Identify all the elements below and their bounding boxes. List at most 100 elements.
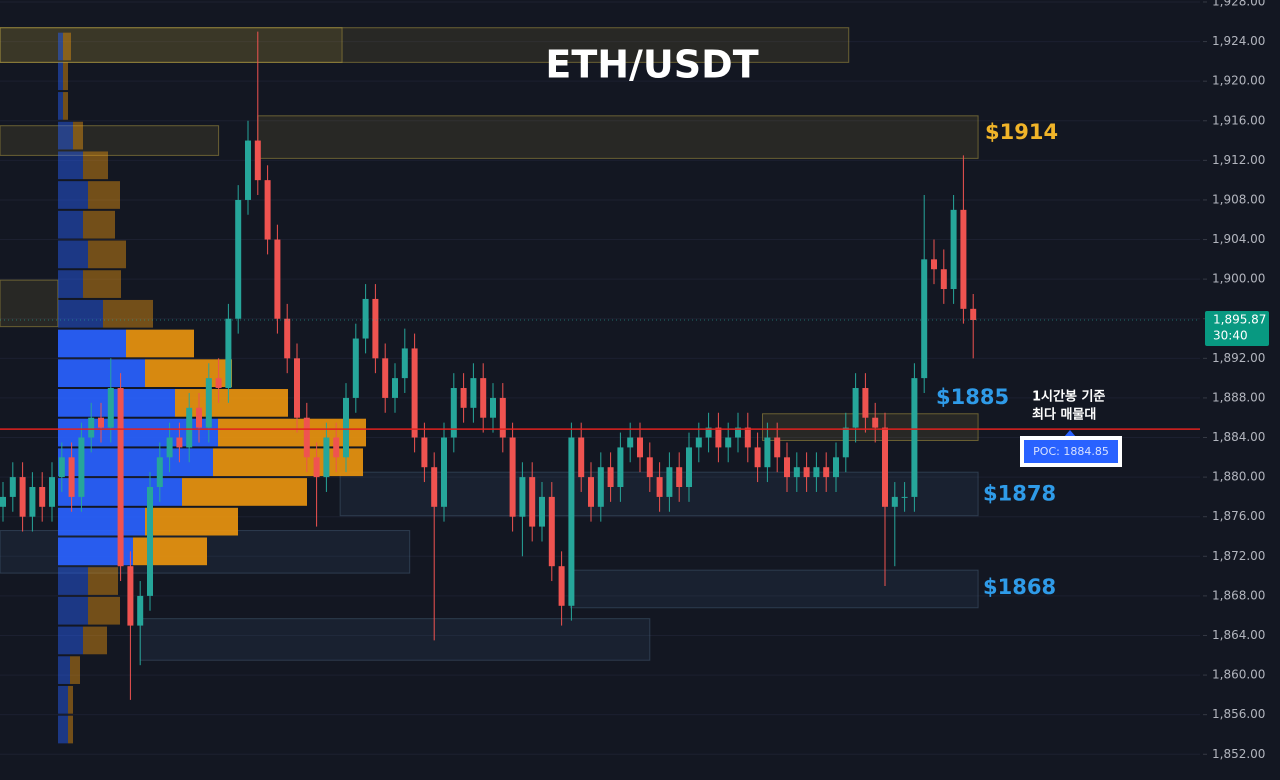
candle-body xyxy=(588,477,594,507)
candle-body xyxy=(823,467,830,478)
profile-sell xyxy=(63,92,68,120)
candle-body xyxy=(127,566,134,626)
candle-body xyxy=(950,209,957,290)
profile-buy xyxy=(58,507,145,536)
candle-body xyxy=(343,397,349,458)
candle-body xyxy=(970,308,977,321)
profile-sell xyxy=(63,32,71,61)
candle-body xyxy=(29,487,36,517)
candle-body xyxy=(852,388,859,428)
candle-body xyxy=(735,427,741,438)
candle-body xyxy=(186,407,193,448)
profile-sell xyxy=(83,270,121,298)
candle-body xyxy=(147,487,153,596)
y-tick-label: 1,912.00 xyxy=(1212,153,1265,167)
candle-body xyxy=(558,566,565,606)
candle-body xyxy=(39,487,46,507)
last-price-tag xyxy=(1205,311,1269,347)
candle-body xyxy=(921,259,928,379)
zone xyxy=(257,115,979,159)
y-tick-label: 1,908.00 xyxy=(1212,192,1265,206)
candle-body xyxy=(548,496,555,567)
candle-body xyxy=(509,437,516,517)
candle-body xyxy=(0,496,6,507)
candle-body xyxy=(49,477,55,507)
candle-body xyxy=(264,180,271,240)
profile-sell xyxy=(83,151,108,180)
candle-body xyxy=(774,437,781,458)
candle-body xyxy=(764,437,771,468)
profile-buy xyxy=(58,92,63,120)
profile-buy xyxy=(58,240,88,269)
profile-buy xyxy=(58,685,68,714)
profile-buy xyxy=(58,270,83,298)
candle-body xyxy=(490,397,496,418)
y-tick-label: 1,860.00 xyxy=(1212,668,1265,682)
candle-body xyxy=(254,140,261,181)
y-tick-label: 1,872.00 xyxy=(1212,549,1265,563)
profile-sell xyxy=(218,418,366,447)
profile-sell xyxy=(88,240,126,269)
candle-body xyxy=(813,467,820,478)
profile-buy xyxy=(58,151,83,180)
candle-body xyxy=(274,239,281,319)
candle-body xyxy=(303,417,310,458)
zone xyxy=(0,125,220,156)
candle-body xyxy=(166,437,173,458)
y-tick-label: 1,864.00 xyxy=(1212,628,1265,642)
zone xyxy=(569,569,979,609)
profile-sell xyxy=(103,299,153,328)
candle-body xyxy=(460,388,467,408)
candle-body xyxy=(568,437,575,606)
y-tick-label: 1,856.00 xyxy=(1212,707,1265,721)
candle-body xyxy=(382,358,389,398)
candle-body xyxy=(872,417,879,428)
candle-body xyxy=(362,298,369,339)
profile-buy xyxy=(58,299,103,328)
candle-body xyxy=(646,457,653,478)
candle-body xyxy=(715,427,722,448)
poc-box xyxy=(1024,440,1118,463)
candle-body xyxy=(284,318,291,359)
volume-profile xyxy=(58,32,366,744)
candle-body xyxy=(88,417,95,438)
profile-sell xyxy=(63,62,68,91)
profile-sell xyxy=(126,329,194,358)
zone xyxy=(762,413,979,441)
candle-body xyxy=(627,437,634,448)
profile-sell xyxy=(175,389,288,417)
candle-body xyxy=(744,427,751,448)
profile-buy xyxy=(58,715,68,744)
candle-body xyxy=(695,437,702,448)
profile-sell xyxy=(70,656,80,684)
candle-body xyxy=(842,427,849,458)
y-tick-label: 1,852.00 xyxy=(1212,747,1265,761)
candle-body xyxy=(480,378,487,418)
y-tick-label: 1,888.00 xyxy=(1212,390,1265,404)
countdown: 30:40 xyxy=(1213,329,1248,343)
candle-body xyxy=(58,457,65,478)
candle-body xyxy=(9,477,16,497)
candle-body xyxy=(411,348,418,438)
candle-body xyxy=(196,407,202,428)
candle-body xyxy=(245,140,251,200)
y-tick-label: 1,884.00 xyxy=(1212,430,1265,444)
candle-body xyxy=(784,457,790,478)
candle-body xyxy=(470,378,477,408)
candle-body xyxy=(421,437,428,468)
candle-body xyxy=(176,437,183,448)
y-tick-label: 1,904.00 xyxy=(1212,232,1265,246)
price-annotation: $1878 xyxy=(983,482,1056,506)
candle-body xyxy=(960,209,967,309)
y-tick-label: 1,920.00 xyxy=(1212,74,1265,88)
last-price-label: 1,895.87 xyxy=(1213,313,1266,327)
candle-body xyxy=(666,467,673,497)
candle-body xyxy=(529,477,536,527)
profile-sell xyxy=(73,121,83,150)
profile-sell xyxy=(145,507,238,536)
profile-sell xyxy=(68,715,73,744)
y-tick-label: 1,916.00 xyxy=(1212,113,1265,127)
poc-pointer xyxy=(1064,430,1076,437)
chart-title: ETH/USDT xyxy=(545,43,758,87)
